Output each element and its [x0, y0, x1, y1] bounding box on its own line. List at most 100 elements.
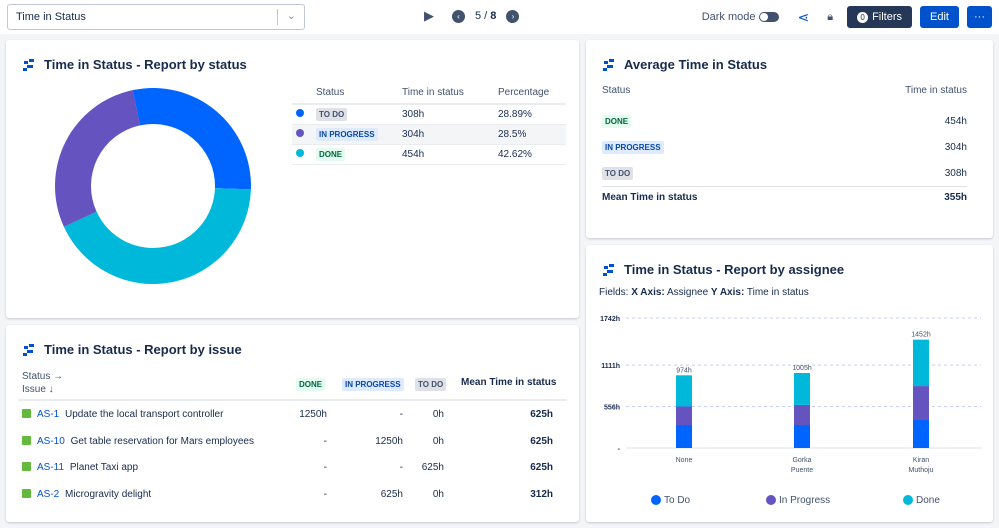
more-button[interactable]: ··· — [967, 6, 992, 28]
dark-mode-label: Dark mode — [701, 11, 756, 23]
lock-icon[interactable]: 🔒︎ — [827, 10, 834, 23]
filters-button[interactable]: 0 Filters — [847, 6, 913, 28]
issue-summary: Update the local transport controller — [65, 409, 224, 420]
bar-segment — [913, 386, 929, 421]
story-icon — [22, 435, 31, 445]
card-title: Time in Status - Report by issue — [44, 342, 242, 357]
previous-icon[interactable]: ‹ — [452, 9, 465, 23]
issue-key-link[interactable]: AS-11 — [37, 462, 65, 473]
todo-value: 0h — [432, 435, 444, 447]
donut-slice — [55, 90, 141, 227]
card-title: Time in Status - Report by status — [44, 57, 247, 72]
chevron-down-icon: ⌄ — [286, 10, 296, 22]
in-progress-value: 1250h — [375, 435, 403, 447]
report-by-status-card: Time in Status - Report by status Status… — [6, 40, 579, 318]
col-header-done: DONE — [296, 378, 326, 391]
card-title: Average Time in Status — [624, 57, 768, 72]
legend-dot — [651, 495, 661, 505]
col-header: Time in status — [402, 87, 498, 105]
col-header-mean: Mean Time in status — [461, 377, 557, 388]
average-time-card: Average Time in Status Status Time in sta… — [586, 40, 993, 238]
table-row: DONE 454h — [602, 108, 967, 134]
issue-key-link[interactable]: AS-1 — [37, 409, 60, 420]
todo-value: 625h — [421, 462, 444, 473]
todo-value: 0h — [432, 488, 444, 500]
bar-segment — [913, 339, 929, 387]
y-tick-label: 1742h — [600, 316, 620, 323]
done-value: - — [323, 488, 327, 500]
dark-mode-toggle[interactable] — [759, 12, 780, 22]
table-row[interactable]: AS-10 Get table reservation for Mars emp… — [22, 430, 553, 457]
table-row[interactable]: DONE 454h 42.62% — [292, 144, 566, 165]
table-row[interactable]: AS-2 Microgravity delight - 625h 0h 312h — [22, 483, 553, 510]
fields-info: Fields: X Axis: Assignee Y Axis: Time in… — [599, 287, 809, 298]
status-axis-label[interactable]: Status → — [22, 371, 64, 382]
in-progress-dot — [296, 129, 304, 137]
play-icon[interactable]: ▶ — [424, 8, 434, 23]
col-header: Percentage — [498, 87, 566, 105]
bar-total-label: 1452h — [911, 332, 931, 339]
col-header: Status — [316, 87, 402, 105]
y-tick-label: - — [618, 446, 621, 453]
col-header: Status — [602, 85, 631, 96]
in-progress-value: - — [399, 462, 403, 473]
legend-dot — [903, 495, 913, 505]
stacked-bar-chart: - 556h 1111h 1742h 974h None 1005h Gorka Puente 1… — [600, 316, 981, 506]
mean-row: Mean Time in status 355h — [602, 186, 967, 208]
report-logo-icon — [23, 343, 34, 356]
next-icon[interactable]: › — [506, 9, 520, 23]
table-row[interactable]: TO DO 308h 28.89% — [292, 104, 566, 125]
share-icon[interactable]: ⋖ — [797, 8, 810, 25]
donut-slice — [63, 188, 251, 284]
issue-summary: Planet Taxi app — [69, 462, 139, 473]
legend-dot — [766, 495, 776, 505]
issue-key-link[interactable]: AS-2 — [37, 488, 60, 500]
done-value: 1250h — [299, 409, 327, 420]
in-progress-value: 625h — [380, 488, 403, 500]
bar-total-label: 974h — [676, 367, 692, 374]
bar-segment — [913, 420, 929, 448]
edit-button[interactable]: Edit — [920, 6, 959, 28]
col-header-in-progress: IN PROGRESS — [342, 378, 404, 391]
done-value: - — [323, 435, 327, 447]
story-icon — [22, 462, 31, 471]
status-table: Status Time in status Percentage TO DO 308h… — [292, 87, 566, 165]
donut-slice — [132, 88, 252, 190]
in-progress-value: - — [399, 409, 403, 420]
x-tick-label: Puente — [791, 467, 813, 474]
done-value: - — [323, 462, 327, 473]
mean-value: 625h — [530, 462, 553, 473]
report-by-assignee-card: Time in Status - Report by assignee Fiel… — [586, 245, 993, 522]
bar-segment — [794, 425, 810, 448]
x-tick-label: None — [676, 457, 693, 464]
legend-label: Done — [916, 495, 940, 506]
report-logo-icon — [23, 58, 34, 71]
table-row[interactable]: AS-1 Update the local transport controll… — [22, 403, 553, 430]
report-by-issue-card: Time in Status - Report by issue Status … — [6, 325, 579, 522]
bar-segment — [794, 404, 810, 426]
x-tick-label: Kiran — [913, 457, 929, 464]
mean-value: 312h — [530, 488, 553, 500]
col-header-todo: TO DO — [415, 378, 447, 391]
todo-value: 0h — [432, 409, 444, 420]
done-dot — [296, 149, 304, 157]
report-select-value: Time in Status — [16, 11, 86, 23]
table-row[interactable]: AS-11 Planet Taxi app - - 625h 625h — [22, 456, 553, 483]
legend-label: In Progress — [779, 495, 830, 506]
story-icon — [22, 488, 31, 498]
y-tick-label: 556h — [604, 405, 620, 412]
x-tick-label: Gorka — [792, 457, 811, 464]
issue-axis-label[interactable]: Issue ↓ — [22, 384, 54, 395]
mean-value: 625h — [530, 435, 553, 447]
donut-chart — [55, 88, 252, 284]
table-row[interactable]: IN PROGRESS 304h 28.5% — [292, 124, 566, 145]
report-select[interactable]: Time in Status ⌄ — [7, 4, 305, 30]
issue-key-link[interactable]: AS-10 — [37, 435, 65, 447]
col-header: Time in status — [905, 85, 967, 96]
bar-total-label: 1005h — [792, 365, 812, 372]
table-row: IN PROGRESS 304h — [602, 134, 967, 160]
bar-segment — [676, 406, 692, 426]
bar-segment — [676, 375, 692, 407]
issue-summary: Get table reservation for Mars employees — [70, 435, 254, 447]
card-title: Time in Status - Report by assignee — [624, 262, 845, 277]
